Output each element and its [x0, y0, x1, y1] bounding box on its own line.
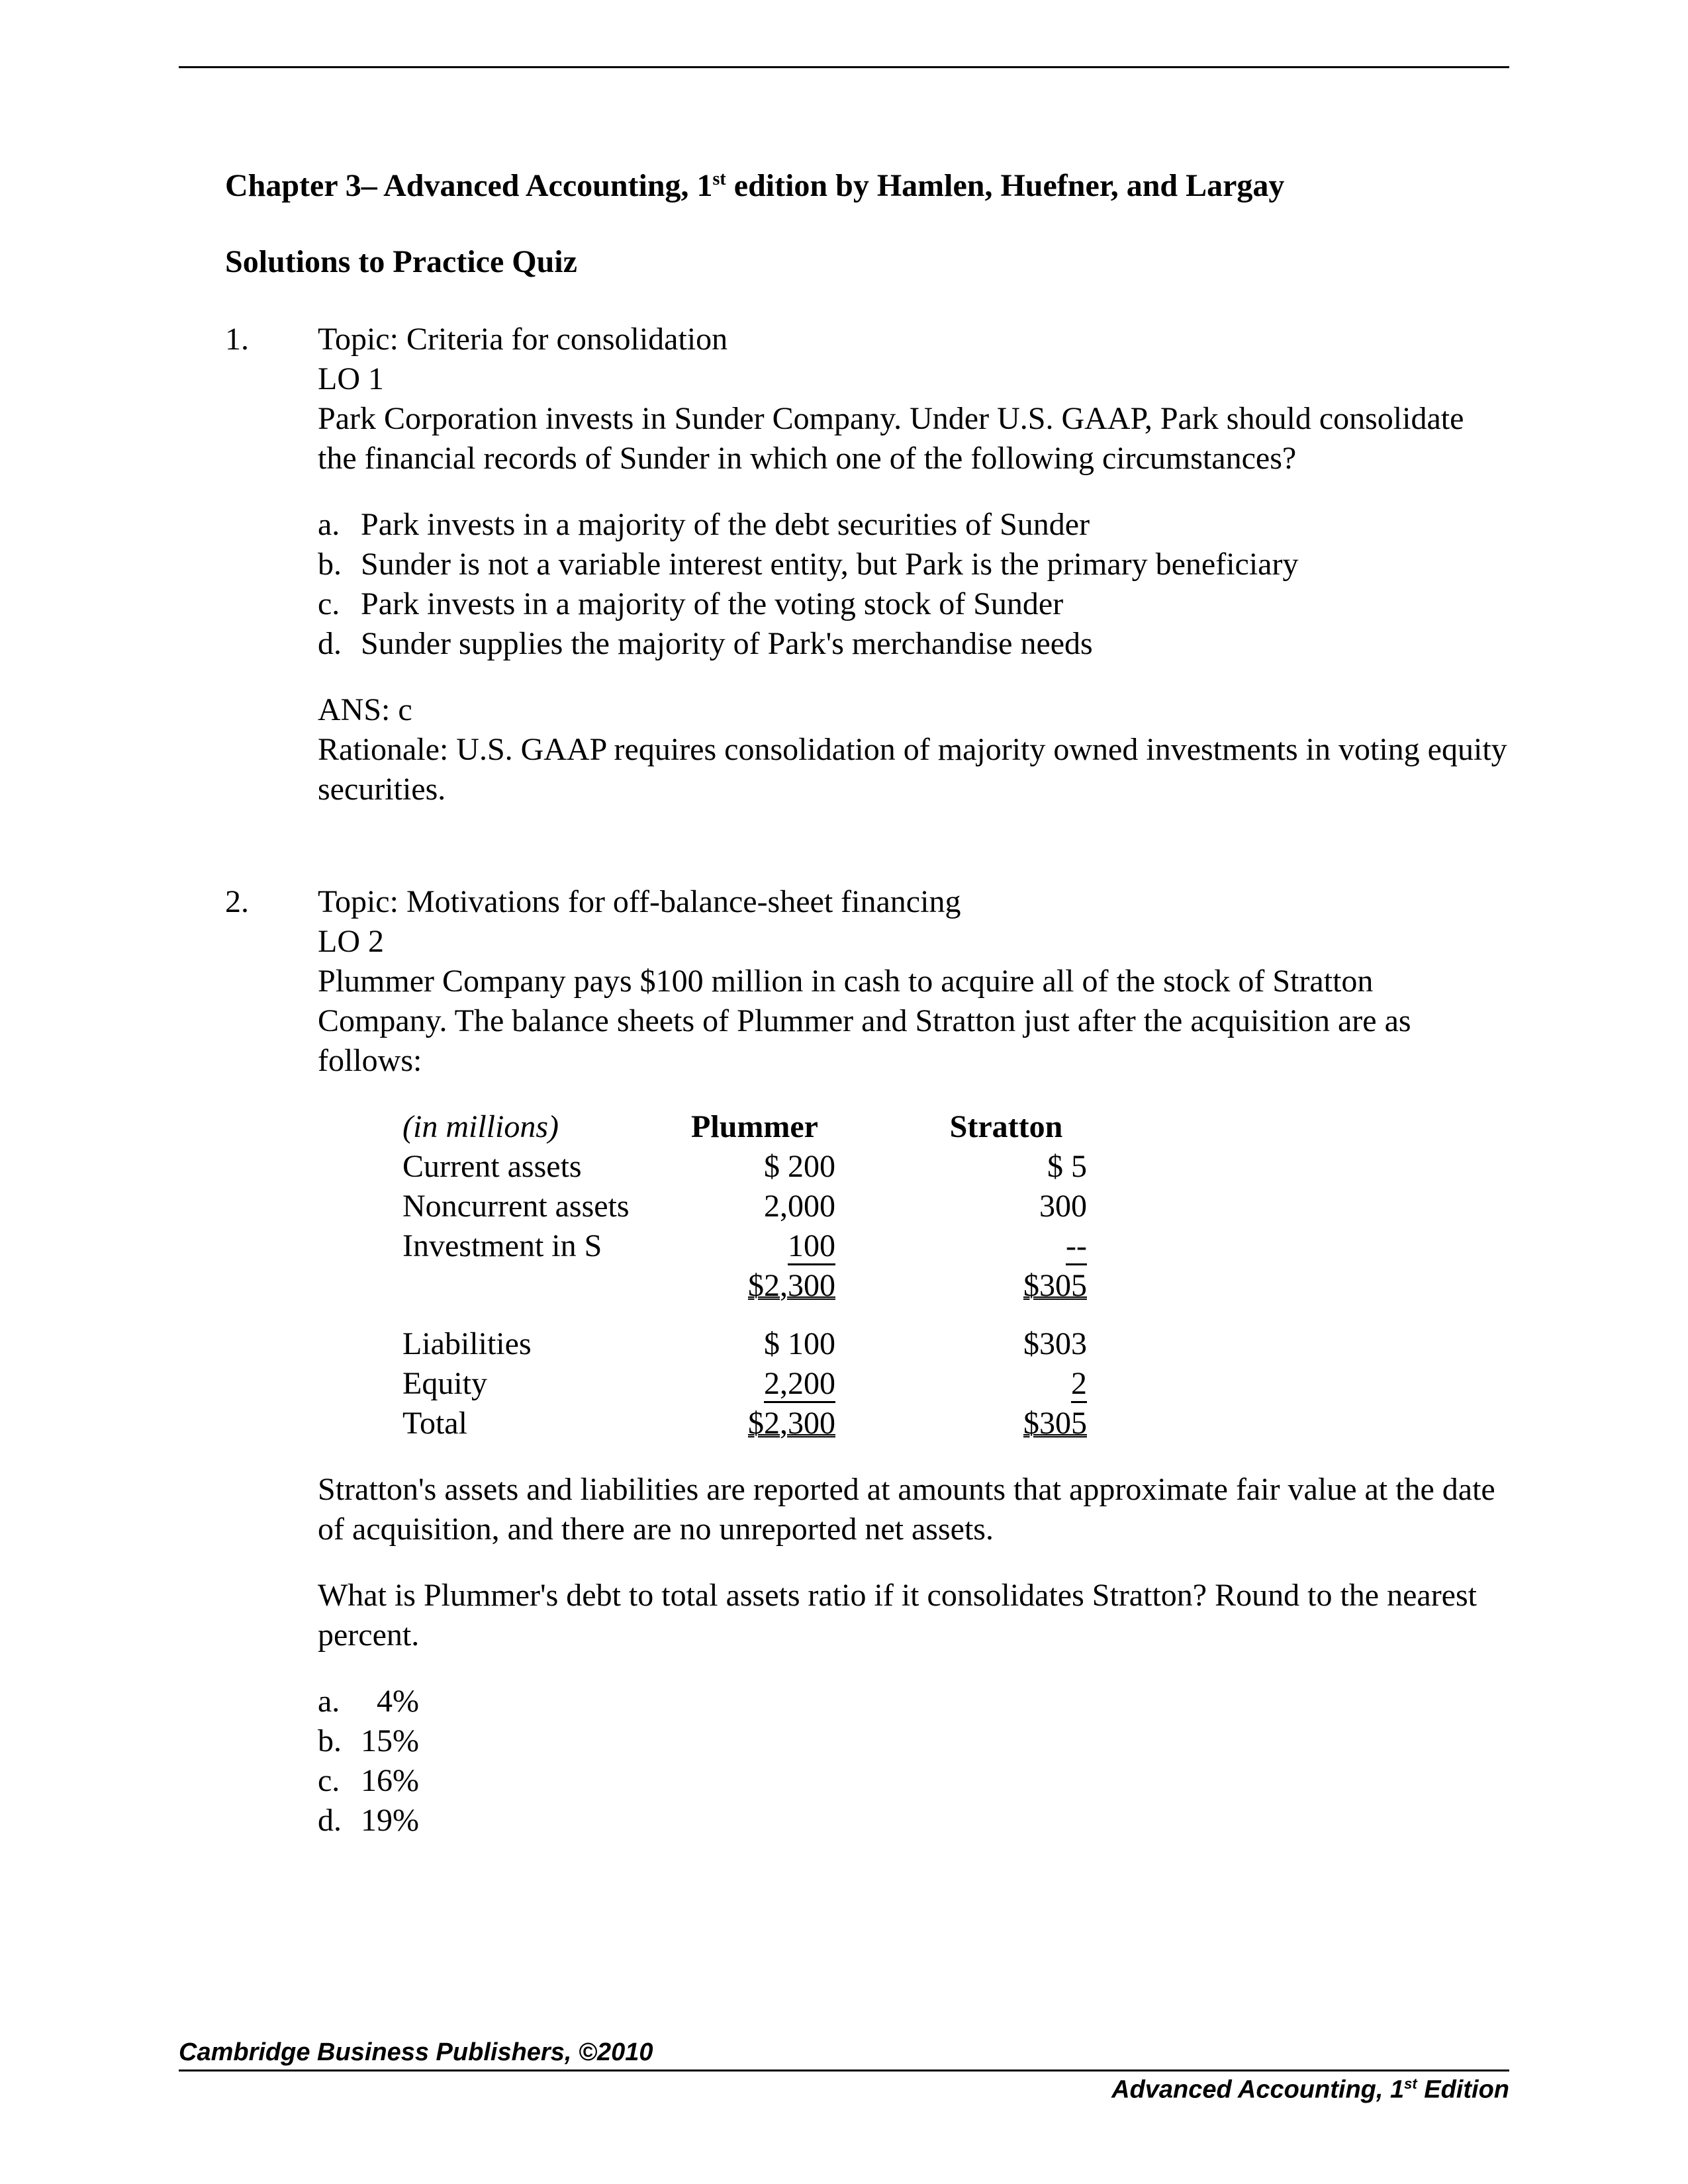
table-subtotal-row: $2,300 $305	[397, 1266, 1092, 1306]
cell: 2,000	[669, 1187, 841, 1226]
footer-right-sup: st	[1404, 2075, 1417, 2092]
rationale-line: Rationale: U.S. GAAP requires consolidat…	[318, 730, 1509, 809]
question-prompt: Park Corporation invests in Sunder Compa…	[318, 399, 1509, 478]
table-row: Current assets $ 200 $ 5	[397, 1147, 1092, 1187]
cell: $ 200	[669, 1147, 841, 1187]
cell: --	[1066, 1228, 1087, 1265]
option-b: b. Sunder is not a variable interest ent…	[318, 545, 1509, 584]
option-letter: a.	[318, 505, 361, 545]
option-text: Park invests in a majority of the voting…	[361, 584, 1063, 624]
option-letter: d.	[318, 1801, 361, 1841]
table-total-row: Total $2,300 $305	[397, 1404, 1092, 1443]
footer-left: Cambridge Business Publishers, ©2010	[179, 2038, 1509, 2067]
option-c: c. Park invests in a majority of the vot…	[318, 584, 1509, 624]
question-1: 1. Topic: Criteria for consolidation LO …	[225, 320, 1509, 809]
cell: $305	[1023, 1406, 1087, 1441]
question-number: 2.	[225, 882, 318, 1867]
option-a: a. 4%	[318, 1682, 1509, 1721]
option-text: 15%	[361, 1721, 419, 1761]
footer-rule	[179, 2070, 1509, 2071]
col1-head: Plummer	[669, 1107, 841, 1147]
option-text: 16%	[361, 1761, 419, 1801]
top-rule	[179, 66, 1509, 68]
question-prompt: Plummer Company pays $100 million in cas…	[318, 962, 1509, 1081]
cell: $305	[1023, 1268, 1087, 1303]
cell: $2,300	[748, 1406, 835, 1441]
table-row: Liabilities $ 100 $303	[397, 1324, 1092, 1364]
row-label: Current assets	[397, 1147, 669, 1187]
option-text: Sunder is not a variable interest entity…	[361, 545, 1298, 584]
cell: 2	[1071, 1366, 1087, 1403]
question-lo: LO 1	[318, 359, 1509, 399]
question-lo: LO 2	[318, 922, 1509, 962]
cell: 300	[920, 1187, 1092, 1226]
cell: $2,300	[748, 1268, 835, 1303]
option-letter: c.	[318, 1761, 361, 1801]
option-text: 19%	[361, 1801, 419, 1841]
cell: 100	[788, 1228, 835, 1265]
question-topic: Topic: Motivations for off-balance-sheet…	[318, 882, 1509, 922]
option-d: d. Sunder supplies the majority of Park'…	[318, 624, 1509, 664]
cell: $303	[920, 1324, 1092, 1364]
col2-head: Stratton	[920, 1107, 1092, 1147]
option-list: a. Park invests in a majority of the deb…	[318, 505, 1509, 664]
option-text: 4%	[361, 1682, 419, 1721]
chapter-prefix: Chapter 3– Advanced Accounting, 1	[225, 168, 713, 203]
post-table-p2: What is Plummer's debt to total assets r…	[318, 1576, 1509, 1655]
row-label: Total	[397, 1404, 669, 1443]
unit-label: (in millions)	[397, 1107, 669, 1147]
chapter-suffix: edition by Hamlen, Huefner, and Largay	[726, 168, 1285, 203]
question-topic: Topic: Criteria for consolidation	[318, 320, 1509, 359]
question-number: 1.	[225, 320, 318, 809]
footer-right: Advanced Accounting, 1st Edition	[179, 2075, 1509, 2105]
option-letter: a.	[318, 1682, 361, 1721]
option-d: d. 19%	[318, 1801, 1509, 1841]
footer-right-prefix: Advanced Accounting, 1	[1111, 2076, 1404, 2104]
page-subtitle: Solutions to Practice Quiz	[225, 244, 1509, 280]
cell: $ 100	[669, 1324, 841, 1364]
footer-right-suffix: Edition	[1417, 2076, 1509, 2104]
question-2: 2. Topic: Motivations for off-balance-sh…	[225, 882, 1509, 1867]
chapter-title: Chapter 3– Advanced Accounting, 1st edit…	[225, 167, 1509, 204]
table-head-row: (in millions) Plummer Stratton	[397, 1107, 1092, 1147]
option-letter: c.	[318, 584, 361, 624]
option-b: b. 15%	[318, 1721, 1509, 1761]
option-c: c. 16%	[318, 1761, 1509, 1801]
row-label: Investment in S	[397, 1226, 669, 1266]
option-letter: d.	[318, 624, 361, 664]
option-list: a. 4% b. 15% c. 16% d. 19%	[318, 1682, 1509, 1841]
chapter-sup: st	[713, 169, 726, 189]
cell: $ 5	[920, 1147, 1092, 1187]
answer-block: ANS: c Rationale: U.S. GAAP requires con…	[318, 690, 1509, 809]
page-footer: Cambridge Business Publishers, ©2010 Adv…	[179, 2038, 1509, 2105]
table-row: Equity 2,200 2	[397, 1364, 1092, 1404]
table-row: Investment in S 100 --	[397, 1226, 1092, 1266]
post-table-p1: Stratton's assets and liabilities are re…	[318, 1470, 1509, 1549]
row-label: Equity	[397, 1364, 669, 1404]
page-content: Chapter 3– Advanced Accounting, 1st edit…	[0, 0, 1688, 1867]
row-label: Noncurrent assets	[397, 1187, 669, 1226]
answer-line: ANS: c	[318, 690, 1509, 730]
table-row: Noncurrent assets 2,000 300	[397, 1187, 1092, 1226]
option-a: a. Park invests in a majority of the deb…	[318, 505, 1509, 545]
row-label: Liabilities	[397, 1324, 669, 1364]
option-text: Sunder supplies the majority of Park's m…	[361, 624, 1093, 664]
cell: 2,200	[764, 1366, 835, 1403]
option-text: Park invests in a majority of the debt s…	[361, 505, 1090, 545]
balance-sheet-table: (in millions) Plummer Stratton Current a…	[397, 1107, 1092, 1443]
option-letter: b.	[318, 1721, 361, 1761]
option-letter: b.	[318, 545, 361, 584]
